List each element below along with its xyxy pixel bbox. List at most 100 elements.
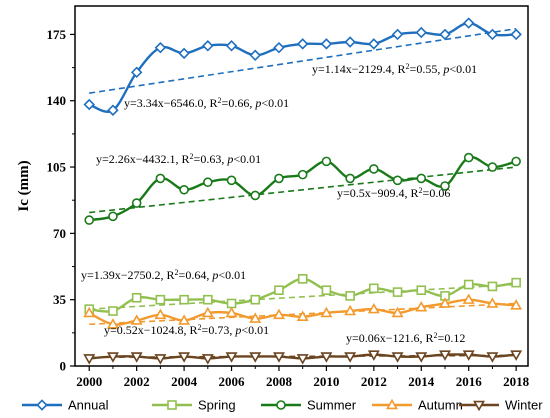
data-point-summer: [487, 162, 498, 172]
data-point-annual: [415, 26, 428, 39]
data-point-spring: [321, 285, 332, 296]
data-point-spring: [131, 292, 142, 303]
data-point-summer: [226, 175, 237, 186]
data-point-annual: [296, 38, 309, 50]
x-tick-label: 2008: [266, 374, 293, 389]
data-point-winter: [367, 350, 380, 361]
data-point-annual: [510, 28, 522, 41]
series-summer: [84, 152, 521, 225]
data-point-autumn: [178, 314, 191, 325]
data-point-annual: [368, 38, 380, 50]
data-point-annual: [320, 38, 333, 50]
data-point-autumn: [225, 306, 238, 318]
data-point-autumn: [367, 302, 380, 314]
annotation-autumn: y=0.52x−1024.8, R2=0.73, p<0.01: [104, 323, 269, 338]
data-point-summer: [203, 177, 213, 188]
x-tick-label: 2016: [456, 374, 483, 389]
data-point-winter: [130, 352, 143, 363]
x-tick-label: 2004: [171, 374, 198, 389]
data-point-autumn: [296, 310, 309, 321]
data-point-winter: [415, 352, 428, 363]
annotation-spring: y=1.39x−2750.2, R2=0.64, p<0.01: [81, 268, 246, 283]
data-point-spring: [203, 294, 213, 305]
y-tick-label: 35: [53, 292, 67, 307]
data-point-spring: [511, 277, 521, 288]
data-point-summer: [179, 184, 189, 195]
data-point-winter: [510, 350, 523, 361]
series-group: [83, 17, 523, 365]
annotation-annual: y=1.14x−2129.4, R2=0.55, p<0.01: [312, 62, 477, 77]
x-tick-label: 2006: [219, 374, 246, 389]
data-point-annual: [107, 104, 119, 116]
annotation-summer: y=2.26x−4432.1, R2=0.63, p<0.01: [96, 152, 261, 167]
y-tick-label: 0: [60, 359, 67, 374]
data-point-winter: [154, 354, 167, 365]
legend-marker-autumn: [386, 398, 398, 410]
data-point-winter: [225, 352, 238, 363]
series-annual: [83, 17, 522, 116]
trend-line-summer: [89, 166, 517, 214]
y-tick-label: 70: [53, 226, 66, 241]
legend-label-summer: Summer: [307, 398, 357, 413]
series-line-summer: [89, 155, 517, 222]
legend-item-spring: Spring: [152, 398, 236, 413]
data-point-annual: [249, 49, 261, 61]
legend-label-autumn: Autumn: [418, 398, 463, 413]
data-point-summer: [345, 173, 355, 184]
data-point-autumn: [510, 299, 523, 310]
data-point-winter: [439, 350, 451, 361]
data-point-spring: [392, 287, 403, 297]
x-tick-label: 2002: [124, 374, 150, 389]
data-point-autumn: [486, 297, 499, 308]
annotation-summer-alt: y=0.5x−909.4, R2=0.06: [337, 186, 450, 201]
data-point-summer: [108, 211, 118, 222]
data-point-summer: [369, 164, 379, 174]
data-point-summer: [131, 198, 142, 208]
trend-line-annual: [89, 27, 517, 94]
data-point-winter: [201, 354, 214, 365]
data-point-winter: [320, 352, 333, 363]
data-point-summer: [155, 173, 166, 184]
data-point-annual: [391, 28, 404, 41]
data-point-spring: [463, 279, 474, 290]
legend-item-annual: Annual: [22, 398, 109, 413]
data-point-annual: [178, 47, 190, 60]
data-point-annual: [225, 40, 238, 52]
data-point-autumn: [415, 301, 428, 312]
annotations: y=1.14x−2129.4, R2=0.55, p<0.01 y=3.34x−6…: [81, 62, 477, 346]
data-point-summer: [511, 156, 521, 167]
data-point-spring: [155, 294, 166, 305]
x-tick-label: 2018: [503, 374, 530, 389]
data-point-annual: [273, 41, 285, 54]
y-tick-label: 140: [47, 93, 67, 108]
data-point-spring: [250, 294, 261, 305]
data-point-autumn: [344, 304, 357, 316]
data-point-autumn: [154, 308, 167, 320]
data-point-summer: [440, 181, 450, 191]
x-tick-label: 2014: [408, 374, 435, 389]
legend-item-autumn: Autumn: [372, 398, 463, 413]
data-point-summer: [321, 156, 332, 167]
data-point-annual: [154, 41, 167, 54]
annotation-annual-alt: y=3.34x−6546.0, R2=0.66, p<0.01: [124, 96, 289, 111]
data-point-autumn: [320, 306, 333, 318]
data-point-summer: [297, 169, 308, 180]
data-point-summer: [250, 190, 261, 201]
data-point-autumn: [106, 318, 119, 329]
data-point-spring: [487, 281, 498, 292]
data-point-summer: [274, 173, 284, 184]
data-point-spring: [179, 294, 189, 305]
y-tick-label: 105: [47, 160, 67, 175]
data-point-winter: [391, 352, 404, 363]
data-point-autumn: [130, 314, 143, 325]
data-point-spring: [345, 291, 355, 301]
data-point-winter: [178, 352, 191, 363]
legend-label-spring: Spring: [198, 398, 236, 413]
data-point-winter: [486, 352, 499, 363]
data-point-winter: [296, 354, 309, 365]
data-point-annual: [486, 28, 499, 41]
legend-item-summer: Summer: [261, 398, 357, 413]
legend: Annual Spring Summer Autumn Winter: [22, 398, 543, 413]
data-point-annual: [83, 98, 95, 111]
